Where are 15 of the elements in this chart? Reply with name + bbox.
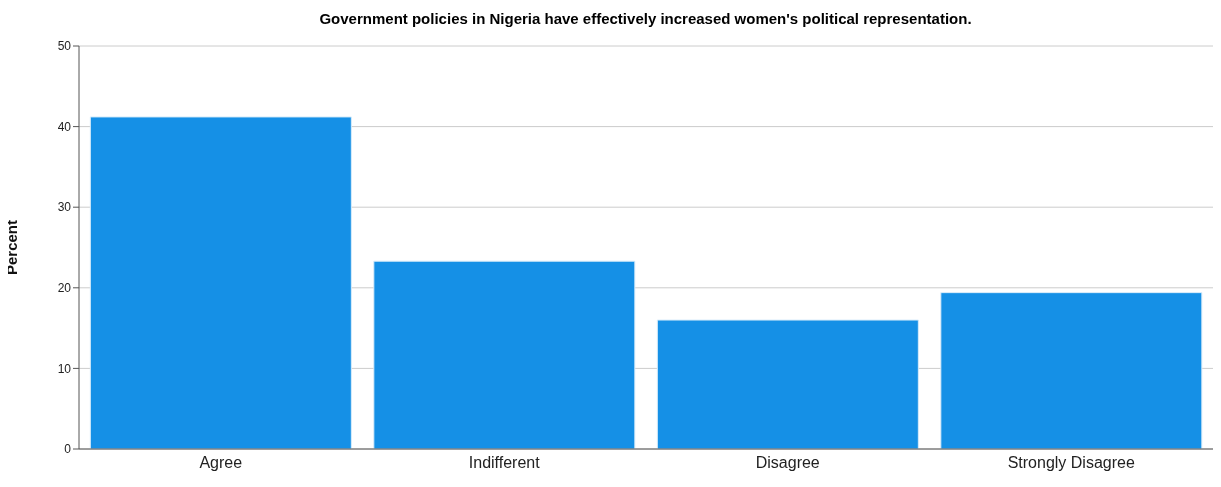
x-tick-label: Disagree (755, 454, 820, 472)
y-tick-label: 10 (57, 361, 72, 376)
y-tick-label: 40 (57, 119, 72, 134)
x-tick-label: Indifferent (468, 454, 541, 472)
y-tick-label: 20 (57, 281, 72, 296)
bar (89, 116, 352, 449)
bar (373, 260, 636, 449)
chart-title: Government policies in Nigeria have effectively increased women's political representation. (318, 10, 973, 27)
x-tick-label: Strongly Disagree (1007, 454, 1135, 472)
y-tick-label: 0 (64, 442, 72, 457)
y-tick-label: 30 (57, 200, 72, 215)
bar (940, 292, 1203, 449)
bar (656, 319, 919, 449)
x-tick-label: Agree (199, 454, 243, 472)
y-tick-label: 50 (57, 39, 72, 54)
